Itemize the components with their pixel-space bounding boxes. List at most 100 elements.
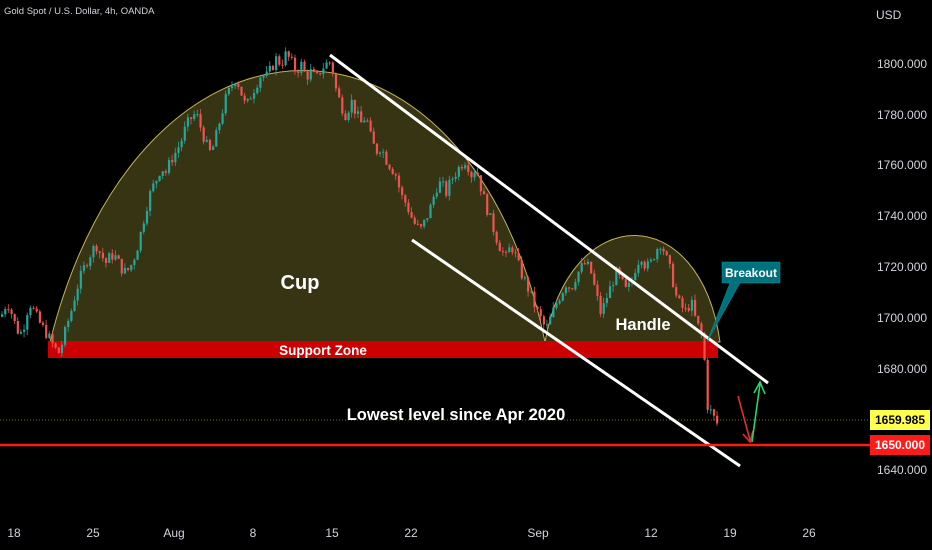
candle-up xyxy=(92,245,95,258)
price-scale[interactable]: 1800.000 1780.000 1760.000 1740.000 1720… xyxy=(877,57,927,477)
candle-up xyxy=(227,87,230,95)
candle-down xyxy=(681,298,684,308)
candle-up xyxy=(149,191,152,211)
candle-up xyxy=(70,311,73,321)
up-arrow xyxy=(751,380,766,443)
candle-down xyxy=(271,65,275,71)
candle-down xyxy=(662,248,665,252)
candle-down xyxy=(319,72,322,74)
candle-up xyxy=(218,123,221,131)
candle-up xyxy=(309,69,312,80)
candle-down xyxy=(470,172,473,178)
candle-up xyxy=(530,291,533,293)
support-zone-label: Support Zone xyxy=(279,343,367,358)
candle-up xyxy=(174,152,177,163)
candle-down xyxy=(712,409,716,416)
candle-up xyxy=(637,264,640,274)
candle-up xyxy=(82,265,86,271)
time-tick: Aug xyxy=(163,526,184,540)
candle-up xyxy=(139,231,142,251)
candle-up xyxy=(205,139,208,142)
candle-down xyxy=(498,242,501,252)
candle-up xyxy=(76,288,79,301)
candle-down xyxy=(328,62,331,64)
candle-up xyxy=(130,264,133,270)
candle-down xyxy=(694,299,697,316)
time-tick: 15 xyxy=(325,526,339,540)
candle-up xyxy=(555,303,558,308)
candle-up xyxy=(423,219,426,227)
candle-up xyxy=(268,65,271,72)
candle-up xyxy=(73,300,76,312)
price-tick: 1640.000 xyxy=(877,463,927,477)
candle-down xyxy=(32,307,35,309)
time-tick: 26 xyxy=(802,526,816,540)
candle-down xyxy=(290,56,293,58)
candle-down xyxy=(643,261,646,269)
candle-up xyxy=(234,83,237,87)
candle-down xyxy=(54,343,57,348)
candle-down xyxy=(375,143,379,154)
candle-up xyxy=(322,68,325,74)
candle-up xyxy=(212,146,215,150)
price-tick: 1740.000 xyxy=(877,209,927,223)
candle-down xyxy=(505,251,508,253)
candle-down xyxy=(240,86,243,96)
candle-up xyxy=(196,114,199,116)
candle-up xyxy=(552,307,555,317)
candle-up xyxy=(114,255,117,260)
candle-up xyxy=(48,333,51,338)
candle-up xyxy=(574,282,577,290)
breakout-callout[interactable]: Breakout xyxy=(706,261,781,343)
candle-up xyxy=(577,271,580,283)
down-arrow xyxy=(737,395,754,444)
handle-label: Handle xyxy=(615,316,670,334)
candle-up xyxy=(152,183,155,192)
candle-up xyxy=(347,112,350,121)
candle-up xyxy=(646,261,649,269)
candle-up xyxy=(253,93,256,99)
candle-up xyxy=(64,327,67,345)
candle-down xyxy=(668,255,671,264)
candle-down xyxy=(369,120,372,132)
candle-down xyxy=(287,51,290,57)
time-tick: 18 xyxy=(7,526,21,540)
svg-text:1650.000: 1650.000 xyxy=(875,438,925,452)
candle-down xyxy=(706,359,709,410)
candle-up xyxy=(256,87,259,94)
lower-trendline[interactable] xyxy=(411,238,741,468)
candle-up xyxy=(89,257,92,267)
candle-up xyxy=(142,223,145,232)
candle-down xyxy=(687,308,690,311)
candle-up xyxy=(545,324,549,326)
candle-down xyxy=(416,223,419,225)
candle-down xyxy=(590,261,593,274)
candle-down xyxy=(111,253,114,260)
upper-trendline[interactable] xyxy=(329,53,769,385)
candle-down xyxy=(331,62,334,74)
candle-down xyxy=(511,247,514,253)
candle-up xyxy=(230,86,234,88)
level-price-badge: 1650.000 xyxy=(870,435,930,455)
candle-down xyxy=(599,295,602,314)
candle-down xyxy=(407,202,410,213)
candle-up xyxy=(432,196,435,205)
breakout-label: Breakout xyxy=(725,266,777,280)
price-tick: 1800.000 xyxy=(877,57,927,71)
candle-up xyxy=(300,61,303,73)
candle-down xyxy=(334,73,338,89)
time-scale[interactable]: 18 25 Aug 8 15 22 Sep 12 19 26 xyxy=(7,526,816,540)
candle-down xyxy=(624,279,627,287)
candle-down xyxy=(520,260,523,279)
candle-down xyxy=(208,139,212,150)
last-price-badge: 1659.985 xyxy=(870,410,930,430)
candle-up xyxy=(1,314,4,317)
candle-up xyxy=(133,259,136,265)
candle-down xyxy=(366,120,369,122)
candle-up xyxy=(246,98,249,101)
candle-up xyxy=(709,409,712,411)
candle-down xyxy=(353,99,356,114)
time-tick: 19 xyxy=(723,526,737,540)
candle-up xyxy=(177,147,180,153)
